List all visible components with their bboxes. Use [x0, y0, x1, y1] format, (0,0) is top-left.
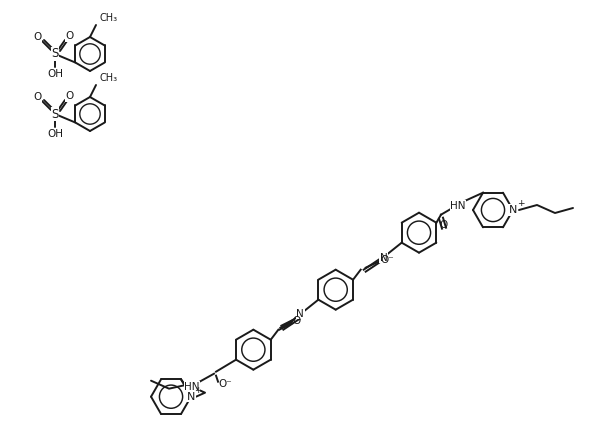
Text: +: + — [517, 199, 525, 209]
Text: S: S — [52, 107, 59, 120]
Text: N: N — [509, 205, 517, 215]
Text: O: O — [66, 31, 74, 41]
Text: N: N — [296, 309, 304, 319]
Text: O: O — [66, 91, 74, 101]
Text: O: O — [440, 220, 448, 230]
Text: +: + — [195, 386, 202, 395]
Text: S: S — [52, 48, 59, 60]
Text: OH: OH — [47, 129, 63, 139]
Text: O: O — [292, 316, 301, 326]
Text: O: O — [33, 92, 41, 102]
Text: HN: HN — [184, 382, 200, 392]
Text: CH₃: CH₃ — [99, 13, 117, 23]
Text: N: N — [380, 253, 388, 263]
Text: HN: HN — [450, 201, 466, 211]
Text: O: O — [33, 32, 41, 42]
Text: O⁻: O⁻ — [381, 255, 394, 265]
Text: N: N — [187, 392, 195, 402]
Text: OH: OH — [47, 69, 63, 79]
Text: O⁻: O⁻ — [218, 379, 232, 388]
Text: CH₃: CH₃ — [99, 73, 117, 83]
